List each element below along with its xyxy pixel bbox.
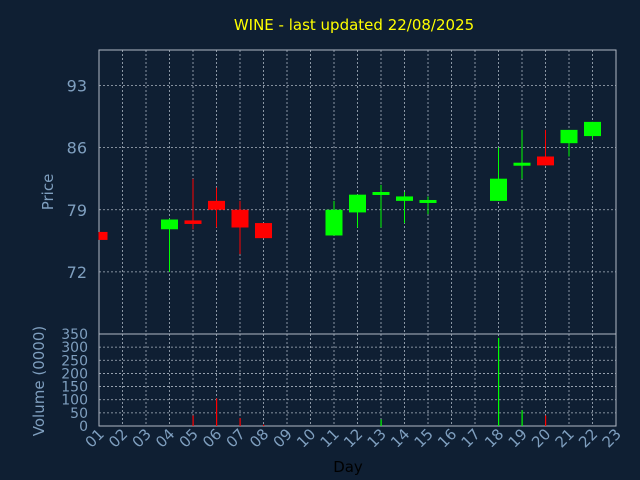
x-tick-label: 03 — [129, 425, 155, 451]
candle-body — [349, 194, 366, 213]
candle-body — [584, 121, 601, 137]
x-tick-label: 11 — [317, 425, 343, 451]
candle-body — [99, 231, 108, 240]
volume-bar — [216, 398, 218, 426]
x-tick-label: 22 — [575, 425, 601, 451]
candle-body — [419, 199, 437, 203]
volume-tick-label: 150 — [61, 380, 88, 396]
volume-bar — [521, 410, 523, 426]
candle-body — [255, 223, 272, 239]
price-panel: 72 79 86 93 — [67, 49, 617, 335]
candle-body — [372, 192, 390, 195]
x-tick-label: 04 — [152, 425, 178, 451]
x-axis-label: Day — [333, 458, 363, 476]
price-tick-label: 86 — [67, 139, 87, 158]
volume-bar — [545, 415, 547, 426]
candle-body — [208, 200, 225, 210]
x-tick-label: 07 — [223, 425, 249, 451]
candle-body — [537, 156, 554, 166]
x-tick-label: 19 — [505, 425, 531, 451]
volume-tick-label: 300 — [61, 340, 88, 356]
volume-tick-label: 250 — [61, 353, 88, 369]
x-tick-label: 12 — [340, 425, 366, 451]
x-tick-label: 17 — [458, 425, 484, 451]
volume-bar — [380, 419, 382, 426]
volume-tick-label: 200 — [61, 366, 88, 382]
x-tick-label: 02 — [105, 425, 131, 451]
volume-axis-label: Volume (0000) — [30, 326, 48, 436]
price-axis-label: Price — [39, 174, 57, 211]
x-tick-label: 18 — [481, 425, 507, 451]
x-tick-label: 09 — [270, 425, 296, 451]
x-tick-label: 23 — [599, 425, 625, 451]
volume-bar — [263, 424, 265, 426]
price-tick-label: 93 — [67, 77, 87, 96]
volume-bar — [192, 415, 194, 426]
candle-body — [490, 178, 507, 201]
x-tick-label: 06 — [199, 425, 225, 451]
volume-tick-label: 50 — [70, 406, 88, 422]
volume-tick-label: 350 — [61, 327, 88, 343]
volume-panel: 0501001502002503003500102030405060708091… — [61, 327, 625, 451]
volume-bar — [239, 418, 241, 426]
volume-tick-label: 0 — [79, 419, 88, 435]
candle-body — [396, 196, 413, 201]
volume-frame — [98, 333, 617, 427]
x-tick-label: 13 — [364, 425, 390, 451]
x-tick-label: 14 — [387, 425, 413, 451]
candle-body — [325, 209, 343, 236]
candle-body — [161, 219, 178, 230]
x-tick-label: 16 — [434, 425, 460, 451]
candle-body — [231, 209, 249, 228]
volume-bar — [498, 337, 500, 426]
x-tick-label: 20 — [528, 425, 554, 451]
volume-tick-label: 100 — [61, 393, 88, 409]
candle-body — [513, 162, 531, 166]
x-tick-label: 10 — [293, 425, 319, 451]
x-tick-label: 15 — [411, 425, 437, 451]
x-tick-label: 05 — [176, 425, 202, 451]
candle-body — [184, 220, 202, 224]
price-tick-label: 79 — [67, 201, 87, 220]
x-tick-label: 08 — [246, 425, 272, 451]
price-tick-label: 72 — [67, 263, 87, 282]
chart-title: WINE - last updated 22/08/2025 — [234, 16, 474, 34]
candle-body — [560, 129, 578, 144]
x-tick-label: 21 — [552, 425, 578, 451]
